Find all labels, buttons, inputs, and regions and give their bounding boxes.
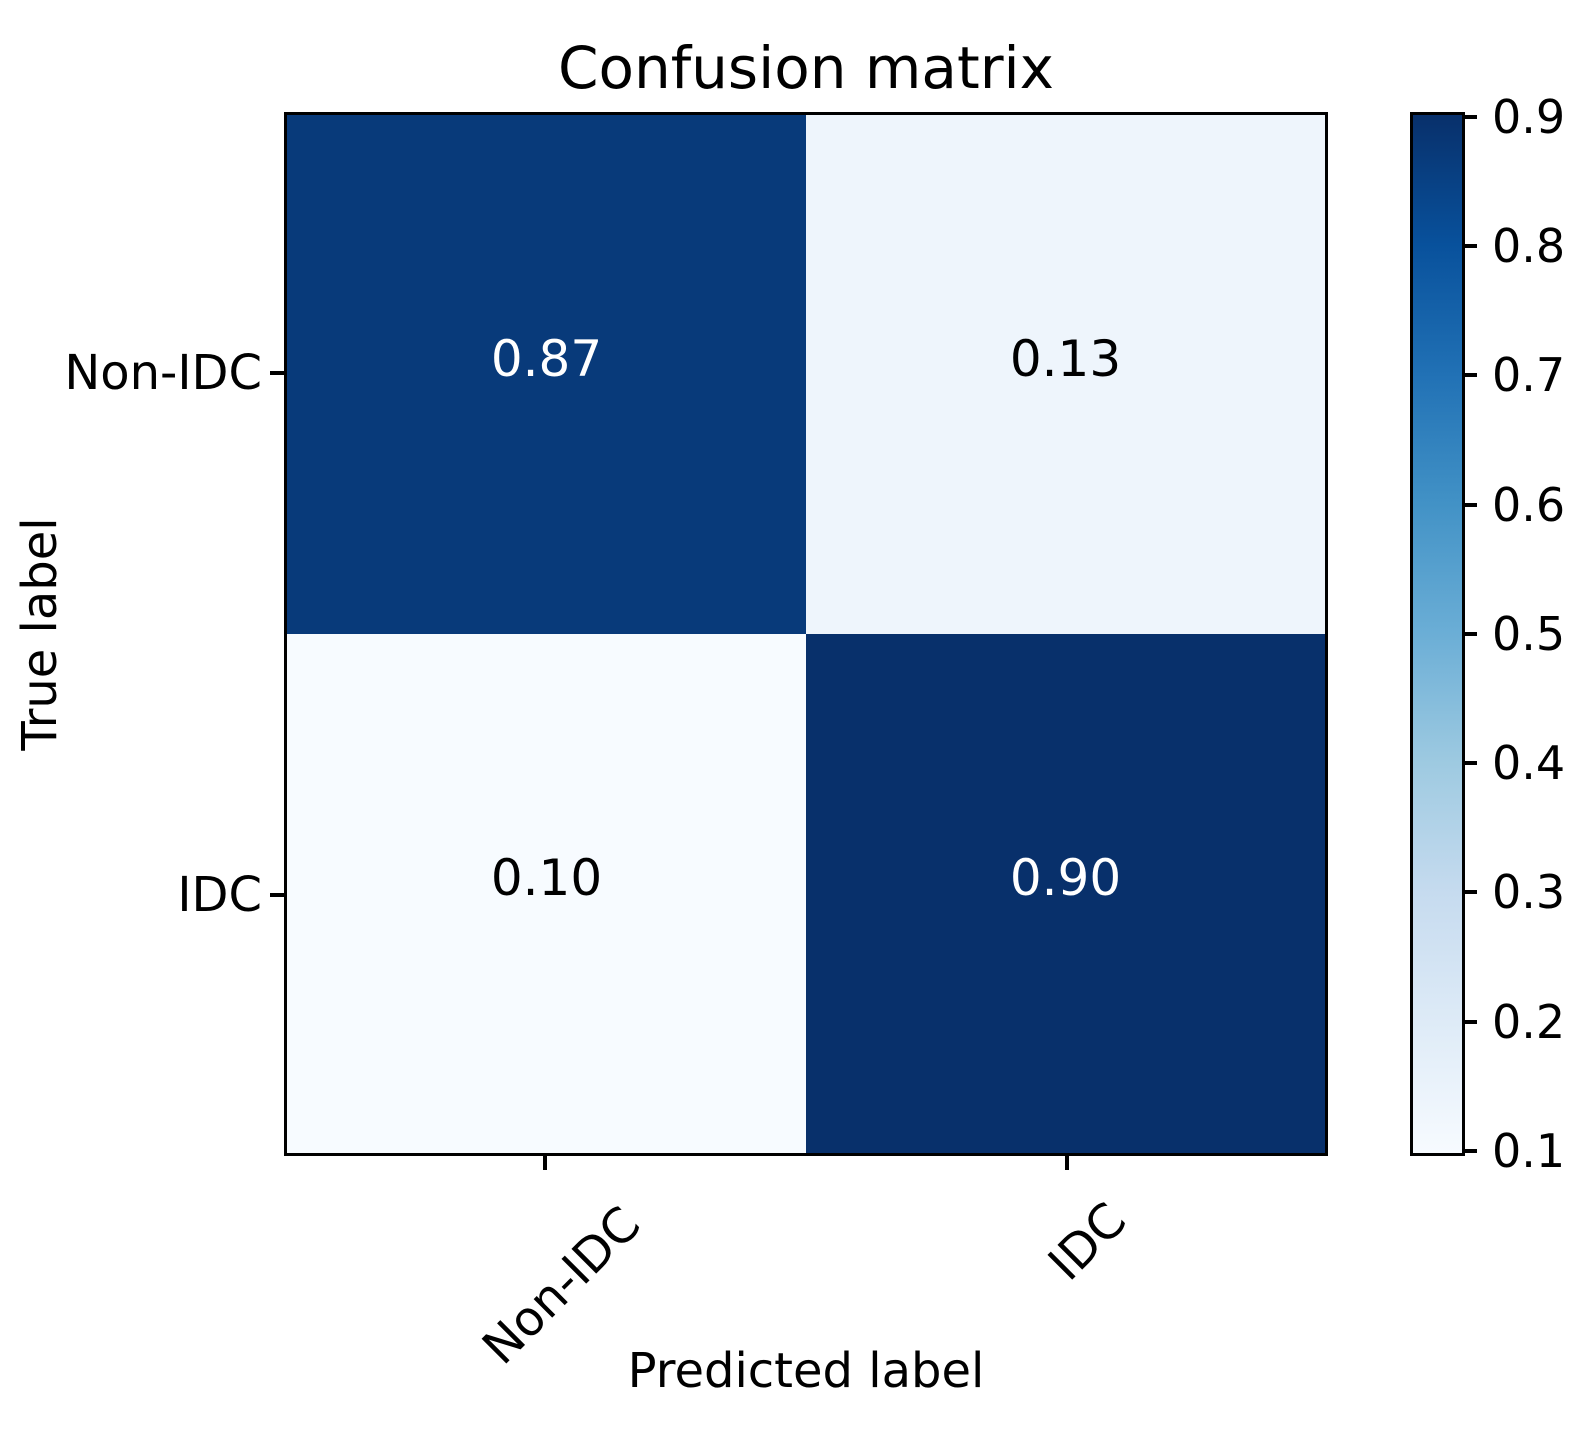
colorbar-tick-mark (1463, 1149, 1477, 1153)
colorbar-tick-label: 0.3 (1492, 865, 1566, 919)
cell-value: 0.90 (1009, 848, 1122, 907)
cell-value: 0.13 (1009, 329, 1122, 388)
colorbar (1410, 112, 1465, 1156)
colorbar-tick-label: 0.6 (1492, 478, 1566, 532)
colorbar-tick-mark (1463, 373, 1477, 377)
heatmap-cell-r1c0: 0.10 (287, 634, 806, 1153)
colorbar-tick-label: 0.1 (1492, 1124, 1566, 1178)
colorbar-tick-mark (1463, 890, 1477, 894)
colorbar-tick-label: 0.7 (1492, 348, 1566, 402)
x-tick-mark (543, 1156, 547, 1170)
colorbar-tick-mark (1463, 761, 1477, 765)
y-tick-mark (270, 371, 284, 375)
y-tick-mark (270, 893, 284, 897)
x-tick-mark (1065, 1156, 1069, 1170)
colorbar-tick-mark (1463, 1020, 1477, 1024)
y-axis-label: True label (12, 517, 68, 751)
y-tick-label-idc: IDC (177, 867, 262, 923)
colorbar-tick-mark (1463, 115, 1477, 119)
chart-title: Confusion matrix (557, 34, 1054, 102)
colorbar-tick-mark (1463, 632, 1477, 636)
x-axis-label: Predicted label (627, 1343, 985, 1399)
colorbar-tick-label: 0.2 (1492, 995, 1566, 1049)
cell-value: 0.87 (490, 329, 603, 388)
colorbar-tick-label: 0.9 (1492, 90, 1566, 144)
y-tick-label-non-idc: Non-IDC (64, 345, 262, 401)
cell-value: 0.10 (490, 848, 603, 907)
heatmap-cell-r1c1: 0.90 (806, 634, 1325, 1153)
heatmap-grid: 0.87 0.13 0.10 0.90 (284, 112, 1328, 1156)
colorbar-tick-mark (1463, 503, 1477, 507)
heatmap-cell-r0c0: 0.87 (287, 115, 806, 634)
x-tick-label-idc: IDC (1038, 1192, 1138, 1292)
colorbar-tick-label: 0.5 (1492, 607, 1566, 661)
colorbar-tick-mark (1463, 244, 1477, 248)
colorbar-tick-label: 0.4 (1492, 736, 1566, 790)
colorbar-tick-label: 0.8 (1492, 219, 1566, 273)
heatmap-cell-r0c1: 0.13 (806, 115, 1325, 634)
